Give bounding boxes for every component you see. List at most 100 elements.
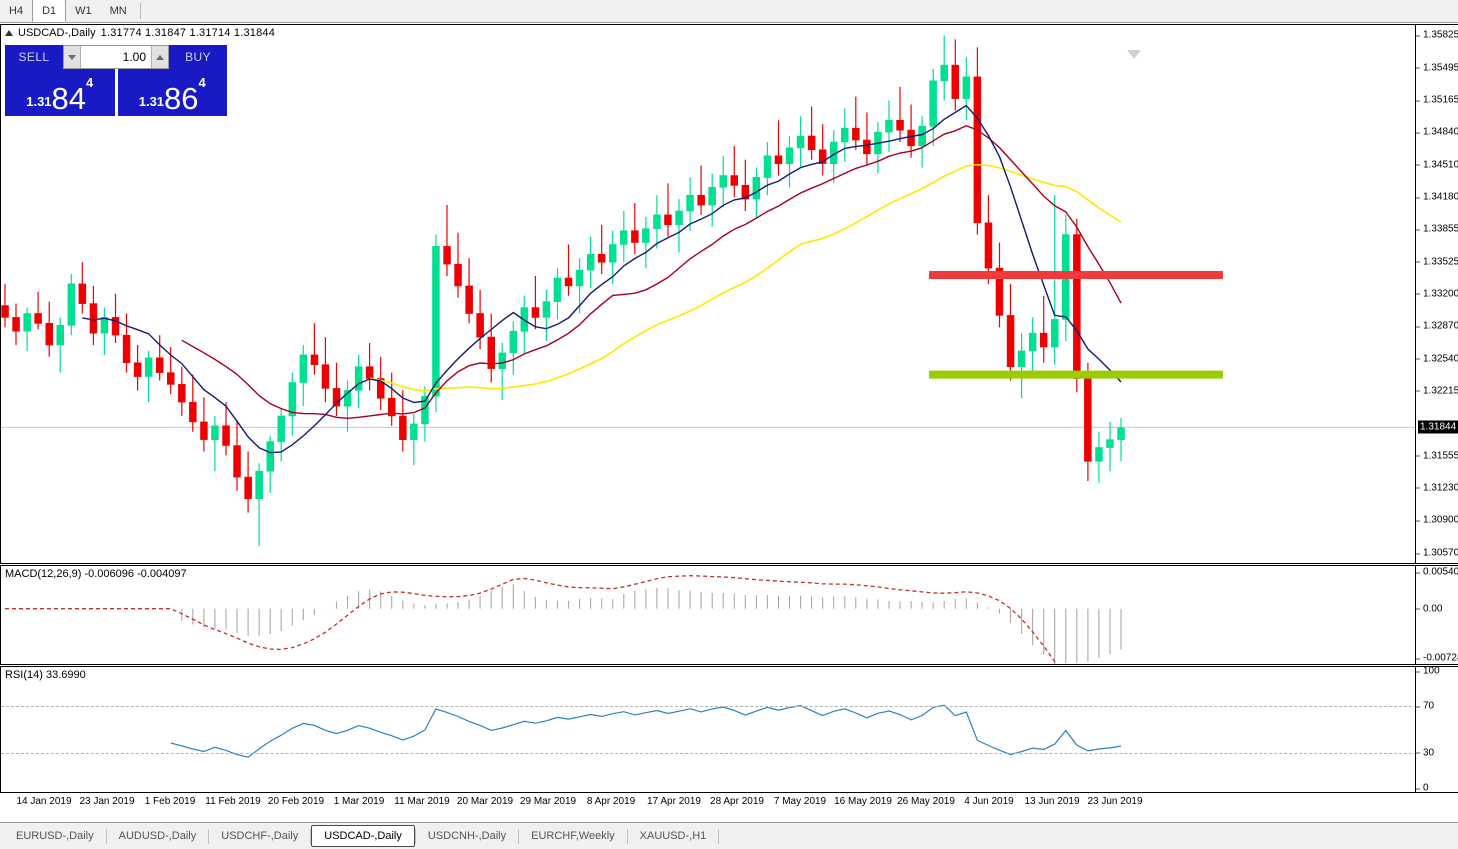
volume-input[interactable]: 1.00 (81, 46, 151, 68)
date-axis-tick: 20 Feb 2019 (267, 796, 325, 807)
price-axis-tick: 1.35165 (1416, 95, 1458, 106)
date-axis-tick: 23 Jun 2019 (1087, 796, 1143, 807)
symbol-tab-divider (310, 828, 312, 844)
date-axis-tick: 13 Jun 2019 (1024, 796, 1080, 807)
date-axis-tick: 11 Feb 2019 (205, 796, 261, 807)
date-axis-tick: 23 Jan 2019 (79, 796, 135, 807)
symbol-tab-audusddaily[interactable]: AUDUSD-,Daily (118, 830, 197, 842)
chart-top-marker-icon (1127, 50, 1141, 59)
sell-price-sup: 4 (86, 75, 94, 90)
volume-decrement-button[interactable] (64, 46, 81, 68)
buy-price-sup: 4 (198, 75, 206, 90)
rsi-axis: 100 70 30 0 (1416, 666, 1458, 794)
macd-axis: 0.005402 0.00 -0.00724 (1416, 565, 1458, 665)
chart-ohlc-values: 1.31774 1.31847 1.31714 1.31844 (100, 27, 276, 39)
price-axis-tick: 1.32870 (1416, 321, 1458, 332)
caret-up-icon (156, 54, 164, 60)
date-axis-tick: 4 Jun 2019 (964, 796, 1014, 807)
sell-button[interactable]: SELL (5, 45, 63, 69)
price-axis-tick: 1.35825 (1416, 30, 1458, 41)
price-axis-tick: 1.34840 (1416, 127, 1458, 138)
chart-frame: USDCAD-,Daily 1.31774 1.31847 1.31714 1.… (0, 24, 1458, 821)
price-axis-tick: 1.31230 (1416, 482, 1458, 493)
macd-axis-tick: 0.005402 (1416, 567, 1458, 578)
oct-top-row: SELL 1.00 BUY (5, 45, 227, 69)
toolbar-divider (139, 3, 141, 19)
price-axis-tick: 1.34510 (1416, 159, 1458, 170)
price-axis-tick: 1.31555 (1416, 450, 1458, 461)
chart-header: USDCAD-,Daily 1.31774 1.31847 1.31714 1.… (5, 27, 275, 39)
volume-increment-button[interactable] (151, 46, 168, 68)
price-axis-tick: 1.33200 (1416, 288, 1458, 299)
price-axis-tick: 1.34180 (1416, 192, 1458, 203)
date-axis-tick: 17 Apr 2019 (647, 796, 701, 807)
macd-label: MACD(12,26,9) -0.006096 -0.004097 (5, 568, 187, 580)
symbol-tab-divider (626, 828, 628, 844)
rsi-pane[interactable]: RSI(14) 33.6990 (0, 666, 1416, 793)
symbol-tab-usdcaddaily[interactable]: USDCAD-,Daily (311, 825, 415, 847)
caret-down-icon (68, 54, 76, 60)
macd-axis-tick: 0.00 (1416, 603, 1442, 614)
current-price-label: 1.31844 (1418, 420, 1458, 434)
timeframe-toolbar: H4 D1 W1 MN (0, 0, 1458, 23)
buy-price-button[interactable]: 1.31 86 4 (117, 69, 227, 116)
symbol-tab-eurusddaily[interactable]: EURUSD-,Daily (16, 830, 94, 842)
price-axis-tick: 1.30900 (1416, 515, 1458, 526)
timeframe-w1[interactable]: W1 (75, 5, 92, 17)
price-axis-tick: 1.32540 (1416, 353, 1458, 364)
date-axis-tick: 8 Apr 2019 (586, 796, 636, 807)
symbol-tab-divider (518, 828, 520, 844)
date-axis-tick: 16 May 2019 (834, 796, 892, 807)
price-chart-canvas (1, 35, 1415, 547)
symbol-tab-divider (105, 828, 107, 844)
sell-price-button[interactable]: 1.31 84 4 (5, 69, 115, 116)
macd-axis-tick: -0.00724 (1416, 653, 1458, 664)
price-pane[interactable]: USDCAD-,Daily 1.31774 1.31847 1.31714 1.… (0, 24, 1416, 564)
date-axis-tick: 1 Mar 2019 (333, 796, 385, 807)
expand-triangle-icon[interactable] (5, 30, 13, 36)
sell-price-prefix: 1.31 (26, 94, 52, 109)
date-axis-tick: 7 May 2019 (773, 796, 827, 807)
date-axis-tick: 28 Apr 2019 (710, 796, 764, 807)
sell-price-big: 84 (51, 81, 87, 116)
symbol-tab-divider (208, 828, 210, 844)
timeframe-h4[interactable]: H4 (9, 5, 24, 17)
date-axis-tick: 1 Feb 2019 (144, 796, 196, 807)
rsi-axis-tick: 0 (1416, 783, 1429, 794)
macd-pane[interactable]: MACD(12,26,9) -0.006096 -0.004097 (0, 565, 1416, 665)
timeframe-d1[interactable]: D1 (32, 0, 67, 22)
one-click-trading-panel[interactable]: SELL 1.00 BUY 1.31 84 4 1.31 86 4 (5, 45, 227, 116)
rsi-axis-tick: 30 (1416, 747, 1434, 758)
rsi-label: RSI(14) 33.6990 (5, 669, 86, 681)
price-axis-tick: 1.35495 (1416, 62, 1458, 73)
symbol-tab-usdcnhdaily[interactable]: USDCNH-,Daily (427, 830, 507, 842)
price-axis-tick: 1.30570 (1416, 548, 1458, 559)
volume-stepper[interactable]: 1.00 (63, 45, 169, 69)
symbol-tab-usdchfdaily[interactable]: USDCHF-,Daily (221, 830, 299, 842)
rsi-canvas (170, 704, 1122, 758)
timeframe-mn[interactable]: MN (109, 5, 127, 17)
symbol-tab-eurchfweekly[interactable]: EURCHF,Weekly (531, 830, 615, 842)
rsi-axis-tick: 100 (1416, 666, 1440, 677)
buy-price-big: 86 (164, 81, 199, 116)
macd-canvas (5, 575, 1122, 664)
symbol-tab-divider (414, 828, 416, 844)
price-axis[interactable]: 1.35825 1.35495 1.35165 1.34840 1.34510 1.341… (1416, 24, 1458, 564)
price-axis-tick: 1.32215 (1416, 385, 1458, 396)
price-axis-tick: 1.33525 (1416, 256, 1458, 267)
symbol-tab-bar: EURUSD-,Daily AUDUSD-,Daily USDCHF-,Daily U… (0, 822, 1458, 849)
rsi-level-line (1, 706, 1415, 708)
buy-button[interactable]: BUY (169, 45, 227, 69)
price-axis-tick: 1.33855 (1416, 224, 1458, 235)
date-axis-tick: 20 Mar 2019 (456, 796, 514, 807)
symbol-tab-xauusdh1[interactable]: XAUUSD-,H1 (639, 830, 707, 842)
date-axis-tick: 11 Mar 2019 (394, 796, 450, 807)
oct-quote-row: 1.31 84 4 1.31 86 4 (5, 69, 227, 116)
chart-symbol-label: USDCAD-,Daily (18, 27, 96, 39)
date-axis: 14 Jan 2019 23 Jan 2019 1 Feb 2019 11 Feb 2… (0, 794, 1416, 814)
symbol-tab-divider (718, 828, 720, 844)
date-axis-tick: 26 May 2019 (897, 796, 955, 807)
rsi-axis-tick: 70 (1416, 701, 1434, 712)
buy-price-prefix: 1.31 (138, 94, 165, 109)
